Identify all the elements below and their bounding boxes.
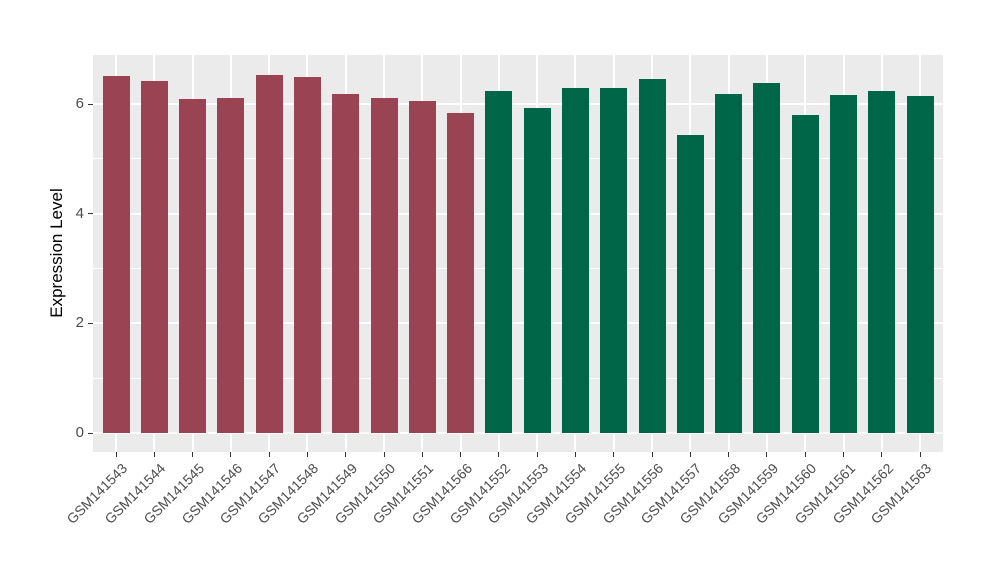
x-tick <box>881 452 883 457</box>
bar-GSM141549 <box>332 94 360 433</box>
bar-GSM141561 <box>830 95 857 433</box>
bar-GSM141543 <box>102 75 130 433</box>
gridline-major-y <box>93 212 943 215</box>
bar-GSM141558 <box>715 94 743 433</box>
bar-GSM141547 <box>255 74 283 433</box>
y-tick-label: 0 <box>75 424 84 441</box>
x-tick <box>843 452 844 457</box>
y-tick <box>88 432 93 434</box>
y-tick <box>88 213 93 215</box>
bar-GSM141559 <box>753 83 781 433</box>
x-tick <box>804 452 806 457</box>
bar-GSM141552 <box>485 90 513 433</box>
bar-GSM141555 <box>600 87 628 433</box>
bar-GSM141560 <box>791 115 819 433</box>
plot-panel <box>93 55 943 452</box>
x-tick <box>460 452 462 457</box>
x-tick <box>919 452 921 457</box>
x-tick <box>268 452 270 457</box>
x-tick <box>345 452 347 457</box>
gridline-major-y <box>93 103 943 106</box>
y-tick-label: 4 <box>75 204 84 222</box>
x-tick <box>613 452 615 457</box>
y-tick-label: 6 <box>75 95 84 113</box>
y-tick <box>88 322 93 324</box>
gridline-minor-y <box>93 158 943 160</box>
gridline-minor-y <box>93 377 943 379</box>
x-tick <box>192 452 193 457</box>
x-tick <box>115 452 117 457</box>
x-tick <box>766 452 768 457</box>
bar-GSM141548 <box>293 77 321 433</box>
bar-GSM141545 <box>179 98 206 433</box>
x-tick <box>383 452 385 457</box>
bar-GSM141544 <box>140 80 168 433</box>
x-tick <box>574 452 576 457</box>
x-tick <box>230 452 232 457</box>
gridline-major-y <box>93 322 943 325</box>
bar-GSM141557 <box>676 134 704 433</box>
gridline-major-y <box>93 432 943 434</box>
y-tick <box>88 103 93 105</box>
x-tick <box>536 452 538 457</box>
gridline-minor-y <box>93 268 943 270</box>
bar-GSM141566 <box>447 113 475 433</box>
bar-GSM141556 <box>638 78 666 433</box>
x-tick <box>153 452 155 457</box>
x-tick <box>421 452 423 457</box>
bar-GSM141562 <box>868 90 896 433</box>
y-tick-label: 2 <box>75 314 84 332</box>
x-tick <box>498 452 500 457</box>
bar-GSM141554 <box>561 87 589 433</box>
x-tick <box>728 452 730 457</box>
bar-GSM141550 <box>370 98 398 433</box>
bar-GSM141563 <box>906 95 934 433</box>
bar-GSM141551 <box>408 100 436 433</box>
x-tick <box>689 452 691 457</box>
bar-GSM141546 <box>217 97 245 433</box>
x-tick <box>651 452 653 457</box>
x-tick <box>306 452 308 457</box>
bar-GSM141553 <box>523 107 551 433</box>
